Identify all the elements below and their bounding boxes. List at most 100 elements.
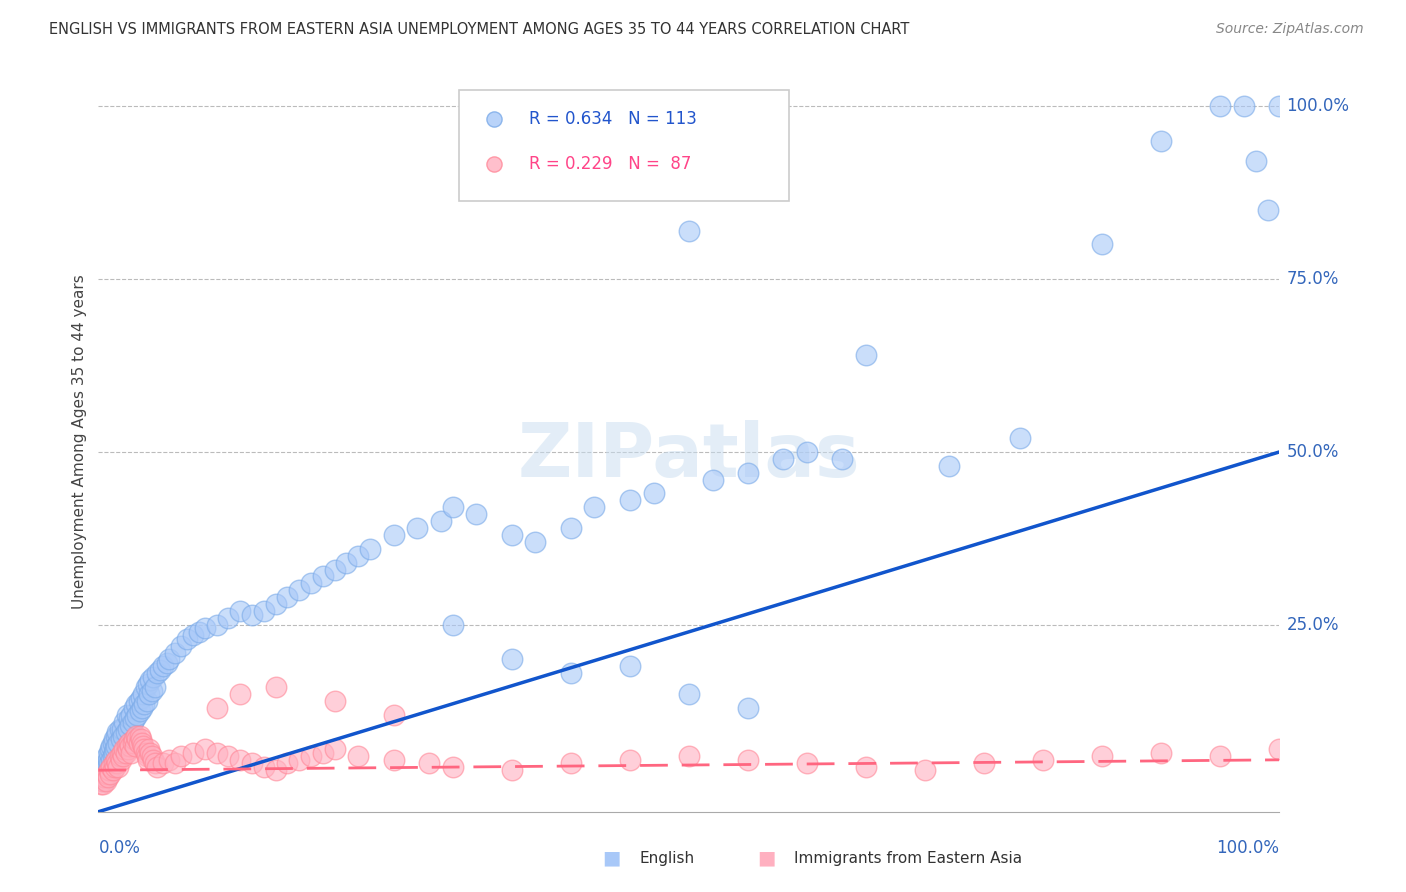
Point [1091,749,1114,764]
Point [125,729,148,743]
Point [482,186,505,200]
Point [253,760,276,774]
Point [240,756,263,771]
Point [143,680,166,694]
Point [1209,99,1232,113]
Text: Source: ZipAtlas.com: Source: ZipAtlas.com [1216,22,1364,37]
Point [121,714,143,729]
Point [181,628,204,642]
Point [149,663,172,677]
Point [831,451,853,466]
Point [111,746,134,760]
Point [560,756,582,771]
Point [141,683,163,698]
Point [122,701,145,715]
Point [93,760,115,774]
Text: 50.0%: 50.0% [1286,443,1339,461]
Point [288,753,311,767]
Point [323,742,346,756]
Point [98,763,121,777]
Point [229,604,252,618]
Point [98,742,121,756]
Y-axis label: Unemployment Among Ages 35 to 44 years: Unemployment Among Ages 35 to 44 years [72,274,87,609]
Point [194,621,217,635]
Point [299,749,322,764]
Point [583,500,606,515]
Point [128,735,150,749]
Point [94,756,117,771]
Point [142,753,165,767]
Point [100,739,122,753]
Point [359,541,381,556]
Point [973,756,995,771]
Point [98,763,121,777]
Point [560,666,582,681]
Point [323,563,346,577]
Point [105,756,128,771]
Point [288,583,311,598]
Point [678,223,700,237]
Point [97,770,120,784]
Point [98,746,121,760]
Point [124,739,146,753]
Point [101,735,124,749]
Point [131,701,153,715]
Point [619,659,641,673]
Point [128,705,150,719]
Text: ZIPatlas: ZIPatlas [517,420,860,493]
Point [170,639,193,653]
Point [114,746,136,760]
Point [91,766,114,780]
Point [1150,134,1173,148]
Point [217,611,239,625]
Text: ENGLISH VS IMMIGRANTS FROM EASTERN ASIA UNEMPLOYMENT AMONG AGES 35 TO 44 YEARS C: ENGLISH VS IMMIGRANTS FROM EASTERN ASIA … [49,22,910,37]
Point [938,458,960,473]
Point [129,690,152,705]
Point [240,607,263,622]
Point [347,549,370,563]
Point [97,753,120,767]
Point [103,756,125,771]
Point [112,714,135,729]
Point [335,556,357,570]
Point [139,673,162,688]
Point [152,659,174,673]
Point [146,760,169,774]
Point [276,756,298,771]
Point [96,770,118,784]
Point [121,735,143,749]
Point [1268,742,1291,756]
Point [165,646,187,660]
Point [134,742,156,756]
Point [98,756,121,771]
Point [127,732,149,747]
Point [98,766,121,780]
Point [131,735,153,749]
Point [772,451,794,466]
Point [1008,431,1031,445]
Point [737,466,759,480]
Point [170,749,193,764]
Point [97,763,120,777]
Point [122,732,145,747]
Point [124,711,146,725]
Point [205,701,228,715]
Point [441,500,464,515]
Text: 25.0%: 25.0% [1286,615,1339,634]
Point [117,742,139,756]
Point [107,735,129,749]
Point [264,597,287,611]
Point [1268,99,1291,113]
Point [619,493,641,508]
Point [441,760,464,774]
Point [91,770,114,784]
Point [205,618,228,632]
Point [347,749,370,764]
Point [501,652,523,666]
Point [112,742,135,756]
Text: English: English [640,851,695,865]
Point [264,763,287,777]
Point [146,666,169,681]
Point [112,749,135,764]
Point [678,749,700,764]
